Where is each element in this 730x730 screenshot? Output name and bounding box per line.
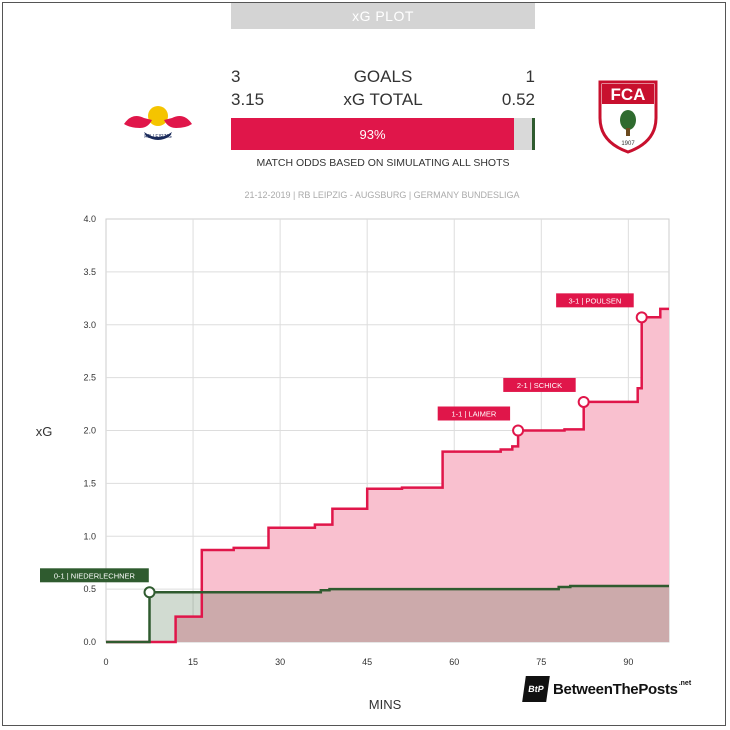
brand-name: BetweenThePosts	[553, 680, 678, 698]
goal-marker	[577, 395, 590, 408]
home-goals: 3	[231, 67, 241, 86]
svg-text:1907: 1907	[621, 141, 635, 147]
away-team-logo: FCA 1907	[596, 78, 660, 154]
goal-label: 2-1 | SCHICK	[503, 377, 576, 392]
brand-logo: BtP BetweenThePosts .net	[522, 674, 692, 704]
goal-marker	[512, 424, 525, 437]
svg-text:RB LEIPZIG: RB LEIPZIG	[144, 134, 172, 140]
draw-segment	[514, 118, 532, 150]
home-xg-line	[106, 307, 669, 644]
x-tick-label: 75	[536, 657, 546, 667]
match-info: 21-12-2019 | RB LEIPZIG - AUGSBURG | GER…	[244, 190, 520, 200]
away-xg-line	[106, 584, 669, 644]
home-xg-total: 3.15	[231, 90, 265, 109]
x-tick-label: 45	[362, 657, 372, 667]
match-odds-bar: 93%	[231, 118, 535, 150]
away-xg-total: 0.52	[501, 90, 535, 109]
y-tick-label: 2.5	[83, 373, 96, 383]
goal-label-text: 2-1 | SCHICK	[517, 381, 562, 390]
goal-label-text: 1-1 | LAIMER	[451, 410, 496, 419]
goal-label: 3-1 | POULSEN	[556, 293, 634, 308]
y-tick-label: 0.0	[83, 637, 96, 647]
x-tick-label: 90	[623, 657, 633, 667]
goal-marker	[635, 311, 648, 324]
y-axis-label: xG	[36, 424, 53, 439]
home-team-logo: RB LEIPZIG	[118, 98, 198, 146]
goal-label-text: 3-1 | POULSEN	[569, 296, 622, 305]
away-win-segment	[532, 118, 535, 150]
y-tick-label: 3.0	[83, 320, 96, 330]
x-axis-label: MINS	[369, 697, 402, 712]
away-goals: 1	[525, 67, 535, 86]
goal-label-box	[40, 568, 149, 583]
goal-label-box	[556, 293, 634, 308]
home-xg-area	[106, 308, 669, 642]
goals-label: GOALS	[353, 67, 413, 86]
y-tick-label: 1.0	[83, 531, 96, 541]
y-tick-label: 4.0	[83, 214, 96, 224]
home-win-segment: 93%	[231, 118, 514, 150]
odds-note: MATCH ODDS BASED ON SIMULATING ALL SHOTS	[256, 157, 510, 169]
x-tick-label: 60	[449, 657, 459, 667]
goal-label: 1-1 | LAIMER	[437, 406, 511, 421]
y-tick-label: 0.5	[83, 584, 96, 594]
goal-marker	[143, 586, 156, 599]
brand-badge: BtP	[522, 676, 550, 702]
x-tick-label: 30	[275, 657, 285, 667]
goal-label-text: 0-1 | NIEDERLECHNER	[54, 571, 136, 580]
svg-text:FCA: FCA	[611, 85, 646, 104]
xg-total-label: xG TOTAL	[343, 90, 423, 109]
y-tick-label: 2.0	[83, 426, 96, 436]
x-tick-label: 0	[103, 657, 108, 667]
x-tick-label: 15	[188, 657, 198, 667]
y-tick-label: 3.5	[83, 267, 96, 277]
goal-label-box	[503, 377, 576, 392]
plot-title: xG PLOT	[231, 3, 535, 29]
goal-label: 0-1 | NIEDERLECHNER	[40, 568, 149, 583]
y-tick-label: 1.5	[83, 478, 96, 488]
brand-suffix: .net	[678, 679, 692, 687]
away-xg-area	[106, 586, 669, 642]
goal-label-box	[437, 406, 511, 421]
